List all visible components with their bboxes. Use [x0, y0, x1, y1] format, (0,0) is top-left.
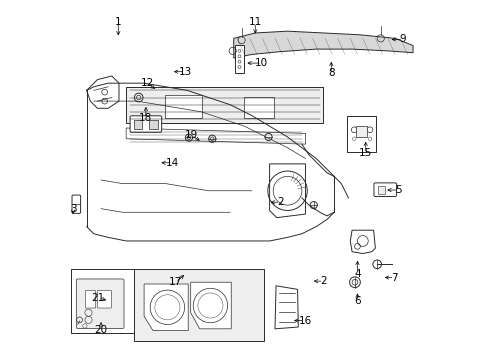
FancyBboxPatch shape [373, 183, 396, 197]
Text: 17: 17 [169, 277, 182, 287]
Text: 11: 11 [248, 17, 262, 27]
Text: 4: 4 [353, 269, 360, 279]
FancyBboxPatch shape [164, 95, 202, 118]
Text: 2: 2 [320, 276, 326, 286]
Polygon shape [126, 128, 305, 144]
Polygon shape [349, 230, 375, 253]
FancyBboxPatch shape [97, 291, 111, 308]
Text: 9: 9 [399, 35, 406, 44]
Polygon shape [269, 164, 305, 218]
Polygon shape [149, 120, 158, 129]
Text: 2: 2 [277, 197, 283, 207]
FancyBboxPatch shape [76, 279, 124, 328]
Text: 13: 13 [178, 67, 192, 77]
FancyBboxPatch shape [377, 186, 385, 194]
FancyBboxPatch shape [85, 291, 96, 308]
Polygon shape [274, 286, 298, 329]
Text: 8: 8 [327, 68, 334, 78]
Text: 15: 15 [358, 148, 371, 158]
FancyBboxPatch shape [72, 195, 81, 213]
FancyBboxPatch shape [244, 97, 273, 118]
FancyBboxPatch shape [355, 126, 366, 137]
Polygon shape [233, 31, 412, 58]
Text: 5: 5 [395, 185, 401, 195]
Text: 16: 16 [298, 316, 311, 325]
Text: 7: 7 [390, 273, 397, 283]
Text: 14: 14 [166, 158, 179, 168]
Text: 18: 18 [139, 113, 152, 123]
Text: 20: 20 [94, 325, 107, 335]
FancyBboxPatch shape [346, 116, 376, 152]
Text: 21: 21 [91, 293, 104, 303]
Polygon shape [190, 282, 231, 329]
Text: 3: 3 [70, 204, 76, 214]
Polygon shape [144, 284, 188, 330]
Text: 6: 6 [353, 296, 360, 306]
FancyBboxPatch shape [130, 116, 162, 132]
Polygon shape [126, 87, 323, 123]
FancyBboxPatch shape [134, 269, 263, 341]
Polygon shape [134, 120, 142, 129]
Text: 10: 10 [255, 58, 268, 68]
Text: 19: 19 [184, 130, 198, 140]
Text: 1: 1 [115, 17, 122, 27]
FancyBboxPatch shape [71, 269, 136, 333]
FancyBboxPatch shape [234, 45, 244, 73]
Text: 12: 12 [140, 78, 153, 88]
